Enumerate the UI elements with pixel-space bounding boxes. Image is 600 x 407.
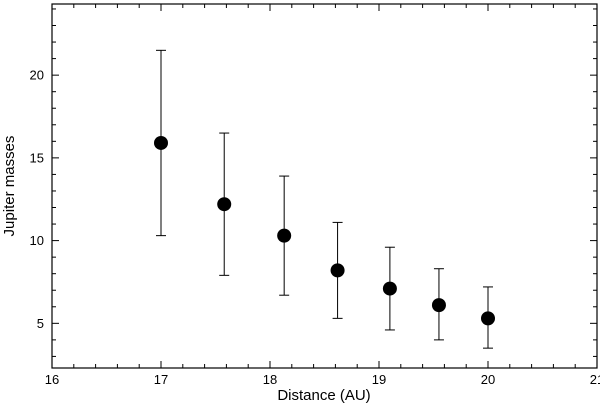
y-tick-label: 15 <box>30 150 44 165</box>
tick-labels: 16 17 18 19 20 21 5 10 15 20 <box>30 68 600 387</box>
x-tick-label: 20 <box>481 372 495 387</box>
data-point <box>277 228 292 243</box>
data-point <box>431 298 446 313</box>
markers <box>154 135 495 326</box>
x-tick-label: 21 <box>590 372 600 387</box>
y-axis-label: Jupiter masses <box>1 136 18 237</box>
x-tick-label: 16 <box>45 372 59 387</box>
data-point <box>154 135 168 150</box>
x-tick-label: 18 <box>263 372 277 387</box>
y-tick-label: 20 <box>30 68 44 83</box>
data-point <box>330 263 345 278</box>
data-point <box>217 197 232 212</box>
y-tick-label: 5 <box>37 316 44 331</box>
plot-frame <box>51 3 598 369</box>
y-tick-label: 10 <box>30 233 44 248</box>
data-point <box>481 311 495 326</box>
x-axis-label: Distance (AU) <box>277 387 370 404</box>
data-point <box>382 281 397 296</box>
x-tick-label: 17 <box>154 372 168 387</box>
ticks <box>51 4 598 368</box>
x-tick-label: 19 <box>372 372 386 387</box>
